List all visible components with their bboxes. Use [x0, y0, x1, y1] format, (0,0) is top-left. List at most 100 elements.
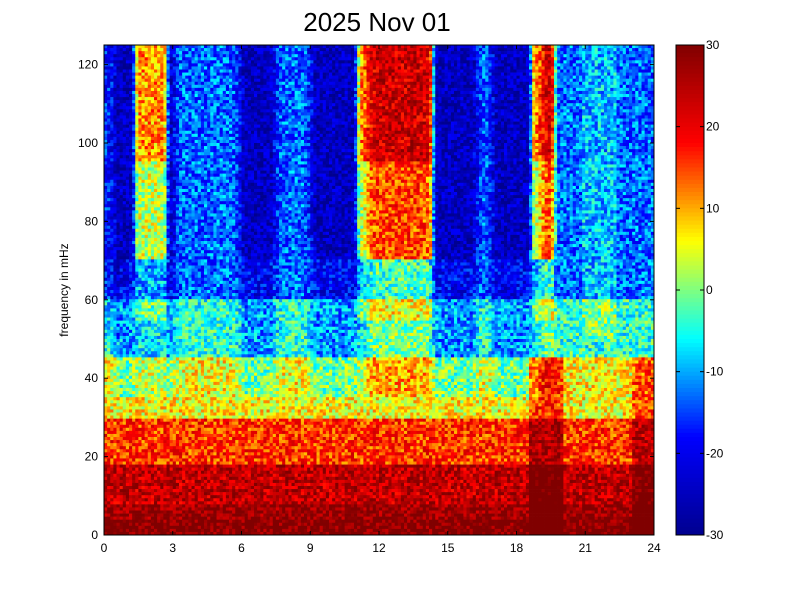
heatmap-cell [192, 122, 195, 125]
heatmap-cell [176, 66, 179, 69]
heatmap-cell [232, 97, 235, 100]
heatmap-cell [607, 94, 610, 97]
heatmap-cell [445, 57, 448, 60]
heatmap-cell [279, 57, 282, 60]
heatmap-cell [548, 76, 551, 79]
heatmap-cell [213, 122, 216, 125]
heatmap-cell [467, 63, 470, 66]
heatmap-cell [310, 79, 313, 82]
heatmap-cell [507, 88, 510, 91]
heatmap-cell [298, 122, 301, 125]
heatmap-cell [160, 85, 163, 88]
heatmap-cell [295, 119, 298, 122]
heatmap-cell [507, 115, 510, 118]
heatmap-cell [195, 85, 198, 88]
heatmap-cell [604, 60, 607, 63]
heatmap-cell [176, 100, 179, 103]
heatmap-cell [576, 94, 579, 97]
heatmap-cell [132, 63, 135, 66]
heatmap-cell [492, 70, 495, 73]
heatmap-cell [635, 45, 638, 48]
heatmap-cell [485, 97, 488, 100]
heatmap-cell [495, 85, 498, 88]
heatmap-cell [388, 54, 391, 57]
heatmap-cell [260, 106, 263, 109]
heatmap-cell [335, 122, 338, 125]
heatmap-cell [645, 109, 648, 112]
heatmap-cell [135, 106, 138, 109]
heatmap-cell [504, 63, 507, 66]
heatmap-cell [473, 128, 476, 131]
heatmap-cell [217, 85, 220, 88]
heatmap-cell [373, 45, 376, 48]
heatmap-cell [592, 97, 595, 100]
heatmap-cell [195, 125, 198, 128]
heatmap-cell [520, 45, 523, 48]
heatmap-cell [538, 94, 541, 97]
heatmap-cell [454, 73, 457, 76]
heatmap-cell [495, 122, 498, 125]
heatmap-cell [145, 103, 148, 106]
heatmap-cell [238, 57, 241, 60]
heatmap-cell [345, 76, 348, 79]
heatmap-cell [170, 106, 173, 109]
heatmap-cell [610, 115, 613, 118]
heatmap-cell [413, 51, 416, 54]
heatmap-cell [295, 128, 298, 131]
heatmap-cell [198, 122, 201, 125]
heatmap-cell [532, 91, 535, 94]
heatmap-cell [332, 85, 335, 88]
heatmap-cell [179, 109, 182, 112]
heatmap-cell [367, 66, 370, 69]
heatmap-cell [588, 122, 591, 125]
heatmap-cell [463, 119, 466, 122]
heatmap-cell [288, 57, 291, 60]
heatmap-cell [313, 79, 316, 82]
heatmap-cell [142, 82, 145, 85]
heatmap-cell [142, 45, 145, 48]
heatmap-cell [573, 70, 576, 73]
heatmap-cell [357, 57, 360, 60]
heatmap-cell [295, 60, 298, 63]
heatmap-cell [248, 119, 251, 122]
heatmap-cell [517, 128, 520, 131]
heatmap-cell [367, 54, 370, 57]
heatmap-cell [485, 125, 488, 128]
heatmap-cell [385, 91, 388, 94]
heatmap-cell [635, 106, 638, 109]
heatmap-cell [107, 109, 110, 112]
heatmap-cell [585, 91, 588, 94]
heatmap-cell [445, 112, 448, 115]
heatmap-cell [307, 60, 310, 63]
heatmap-cell [192, 60, 195, 63]
heatmap-cell [463, 122, 466, 125]
heatmap-cell [210, 76, 213, 79]
heatmap-cell [476, 63, 479, 66]
heatmap-cell [160, 119, 163, 122]
heatmap-cell [273, 128, 276, 131]
heatmap-cell [623, 73, 626, 76]
heatmap-cell [245, 79, 248, 82]
heatmap-cell [492, 94, 495, 97]
heatmap-cell [367, 112, 370, 115]
heatmap-cell [260, 45, 263, 48]
heatmap-cell [329, 85, 332, 88]
heatmap-cell [510, 79, 513, 82]
heatmap-cell [382, 73, 385, 76]
heatmap-cell [282, 51, 285, 54]
heatmap-cell [332, 94, 335, 97]
heatmap-cell [367, 45, 370, 48]
heatmap-cell [520, 97, 523, 100]
heatmap-cell [635, 119, 638, 122]
heatmap-cell [448, 94, 451, 97]
heatmap-cell [482, 112, 485, 115]
heatmap-cell [151, 106, 154, 109]
heatmap-cell [135, 88, 138, 91]
heatmap-cell [326, 94, 329, 97]
heatmap-cell [473, 73, 476, 76]
heatmap-cell [154, 88, 157, 91]
heatmap-cell [317, 103, 320, 106]
heatmap-cell [338, 76, 341, 79]
heatmap-cell [295, 76, 298, 79]
heatmap-cell [642, 48, 645, 51]
